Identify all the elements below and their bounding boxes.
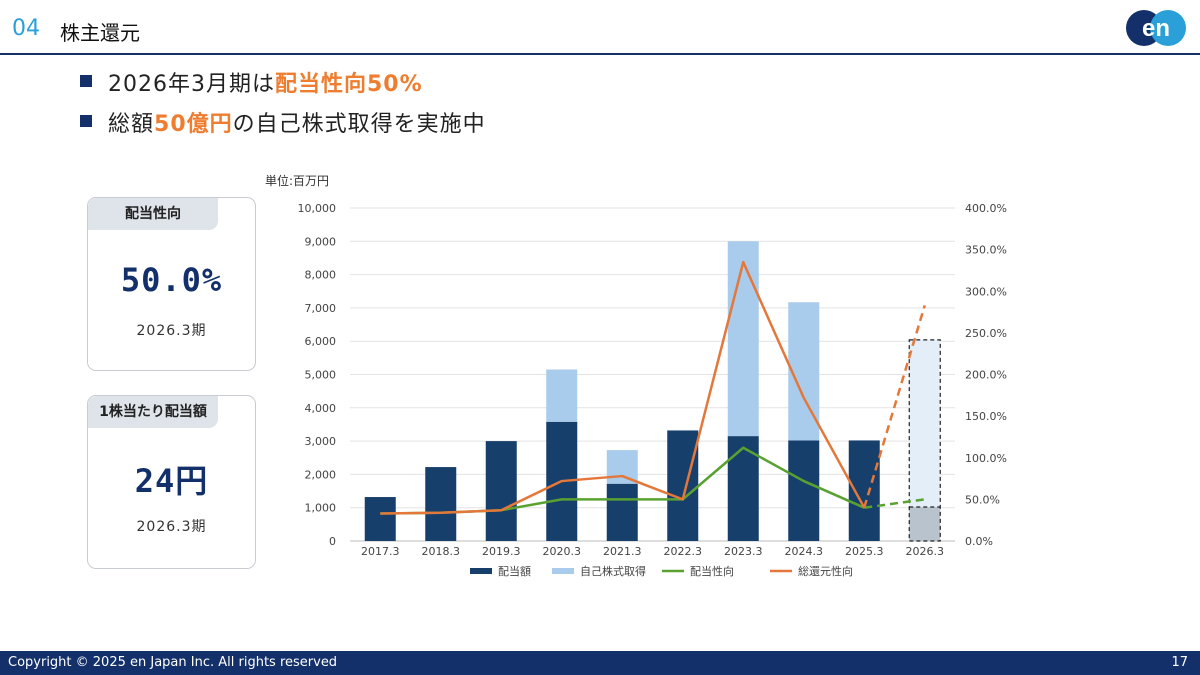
- bar-buyback: [727, 241, 759, 437]
- bar-dividend: [788, 440, 820, 541]
- bullet-text: 2026年3月期は: [108, 72, 275, 97]
- y-left-tick-label: 10,000: [298, 202, 337, 215]
- y-right-tick-label: 150.0%: [965, 410, 1007, 423]
- x-tick-label: 2020.3: [543, 545, 582, 558]
- section-number: 04: [12, 16, 40, 41]
- logo-text: en: [1142, 15, 1170, 42]
- card-label: 配当性向: [88, 198, 218, 230]
- y-right-tick-label: 0.0%: [965, 535, 993, 548]
- y-left-tick-label: 2,000: [305, 468, 337, 481]
- y-right-tick-label: 350.0%: [965, 244, 1007, 257]
- copyright-text: Copyright © 2025 en Japan Inc. All right…: [8, 655, 338, 670]
- bar-dividend: [667, 430, 699, 541]
- legend-label: 自己株式取得: [580, 564, 646, 578]
- bar-dividend: [606, 483, 638, 541]
- y-left-tick-label: 1,000: [305, 502, 337, 515]
- y-right-tick-label: 400.0%: [965, 202, 1007, 215]
- bullet-text: 総額: [108, 112, 155, 137]
- line-forecast-総還元性向: [863, 305, 926, 509]
- bar-dividend: [485, 441, 517, 541]
- line-forecast-配当性向: [864, 498, 925, 509]
- bar-dividend: [727, 436, 759, 541]
- x-tick-label: 2019.3: [482, 545, 521, 558]
- y-right-tick-label: 200.0%: [965, 369, 1007, 382]
- bullet-text-suffix: の自己株式取得を実施中: [232, 112, 486, 137]
- bar-buyback: [546, 369, 578, 422]
- x-tick-label: 2017.3: [361, 545, 400, 558]
- y-left-tick-label: 5,000: [305, 369, 337, 382]
- y-right-tick-label: 100.0%: [965, 452, 1007, 465]
- x-tick-label: 2026.3: [906, 545, 945, 558]
- shareholder-return-chart: 0 1,000 2,000 3,000 4,000 5,000 6,000 7,000 8,00…: [298, 202, 1007, 578]
- bar-buyback: [909, 339, 941, 508]
- bar-dividend: [364, 497, 396, 541]
- forecast-bar-outline: [908, 339, 941, 542]
- en-logo: en: [1126, 10, 1186, 46]
- x-tick-label: 2025.3: [845, 545, 884, 558]
- x-tick-label: 2023.3: [724, 545, 763, 558]
- bar-dividend: [848, 440, 880, 541]
- footer-bar: Copyright © 2025 en Japan Inc. All right…: [0, 651, 1200, 675]
- bullet-square: [80, 75, 92, 87]
- dividend-per-share-card: 1株当たり配当額 24円 2026.3期: [87, 395, 256, 569]
- x-tick-label: 2018.3: [422, 545, 461, 558]
- bullet-square: [80, 115, 92, 127]
- line-総還元性向: [380, 260, 866, 515]
- legend-label: 総還元性向: [798, 564, 853, 578]
- y-right-tick-label: 250.0%: [965, 327, 1007, 340]
- card-period: 2026.3期: [136, 519, 207, 535]
- y-left-tick-label: 7,000: [305, 302, 337, 315]
- card-value: 50.0%: [120, 261, 223, 299]
- y-left-tick-label: 3,000: [305, 435, 337, 448]
- y-right-tick-label: 50.0%: [965, 493, 1000, 506]
- card-label: 1株当たり配当額: [88, 396, 218, 428]
- legend-swatch: [470, 568, 492, 574]
- bar-dividend: [909, 507, 941, 541]
- card-period: 2026.3期: [136, 323, 207, 339]
- x-tick-label: 2022.3: [664, 545, 703, 558]
- y-left-tick-label: 6,000: [305, 335, 337, 348]
- y-left-tick-label: 9,000: [305, 235, 337, 248]
- legend-swatch: [552, 568, 574, 574]
- y-left-tick-label: 0: [329, 535, 336, 548]
- legend-label: 配当性向: [690, 564, 734, 578]
- header-divider: [0, 53, 1200, 55]
- y-left-tick-label: 8,000: [305, 269, 337, 282]
- section-title: 株主還元: [60, 21, 140, 45]
- chart-unit-label: 単位:百万円: [265, 174, 330, 188]
- payout-ratio-card: 配当性向 50.0% 2026.3期: [87, 197, 256, 371]
- bullet-highlight: 50億円: [154, 112, 233, 137]
- legend-label: 配当額: [498, 564, 531, 578]
- y-left-tick-label: 4,000: [305, 402, 337, 415]
- card-value: 24円: [134, 462, 209, 500]
- x-tick-label: 2024.3: [785, 545, 824, 558]
- slide-header: 04 株主還元 en: [0, 0, 1200, 55]
- page-number: 17: [1171, 655, 1188, 670]
- bar-dividend: [425, 467, 457, 541]
- y-right-tick-label: 300.0%: [965, 285, 1007, 298]
- x-tick-label: 2021.3: [603, 545, 642, 558]
- bar-buyback: [606, 450, 638, 484]
- bullet-highlight: 配当性向50%: [275, 72, 423, 97]
